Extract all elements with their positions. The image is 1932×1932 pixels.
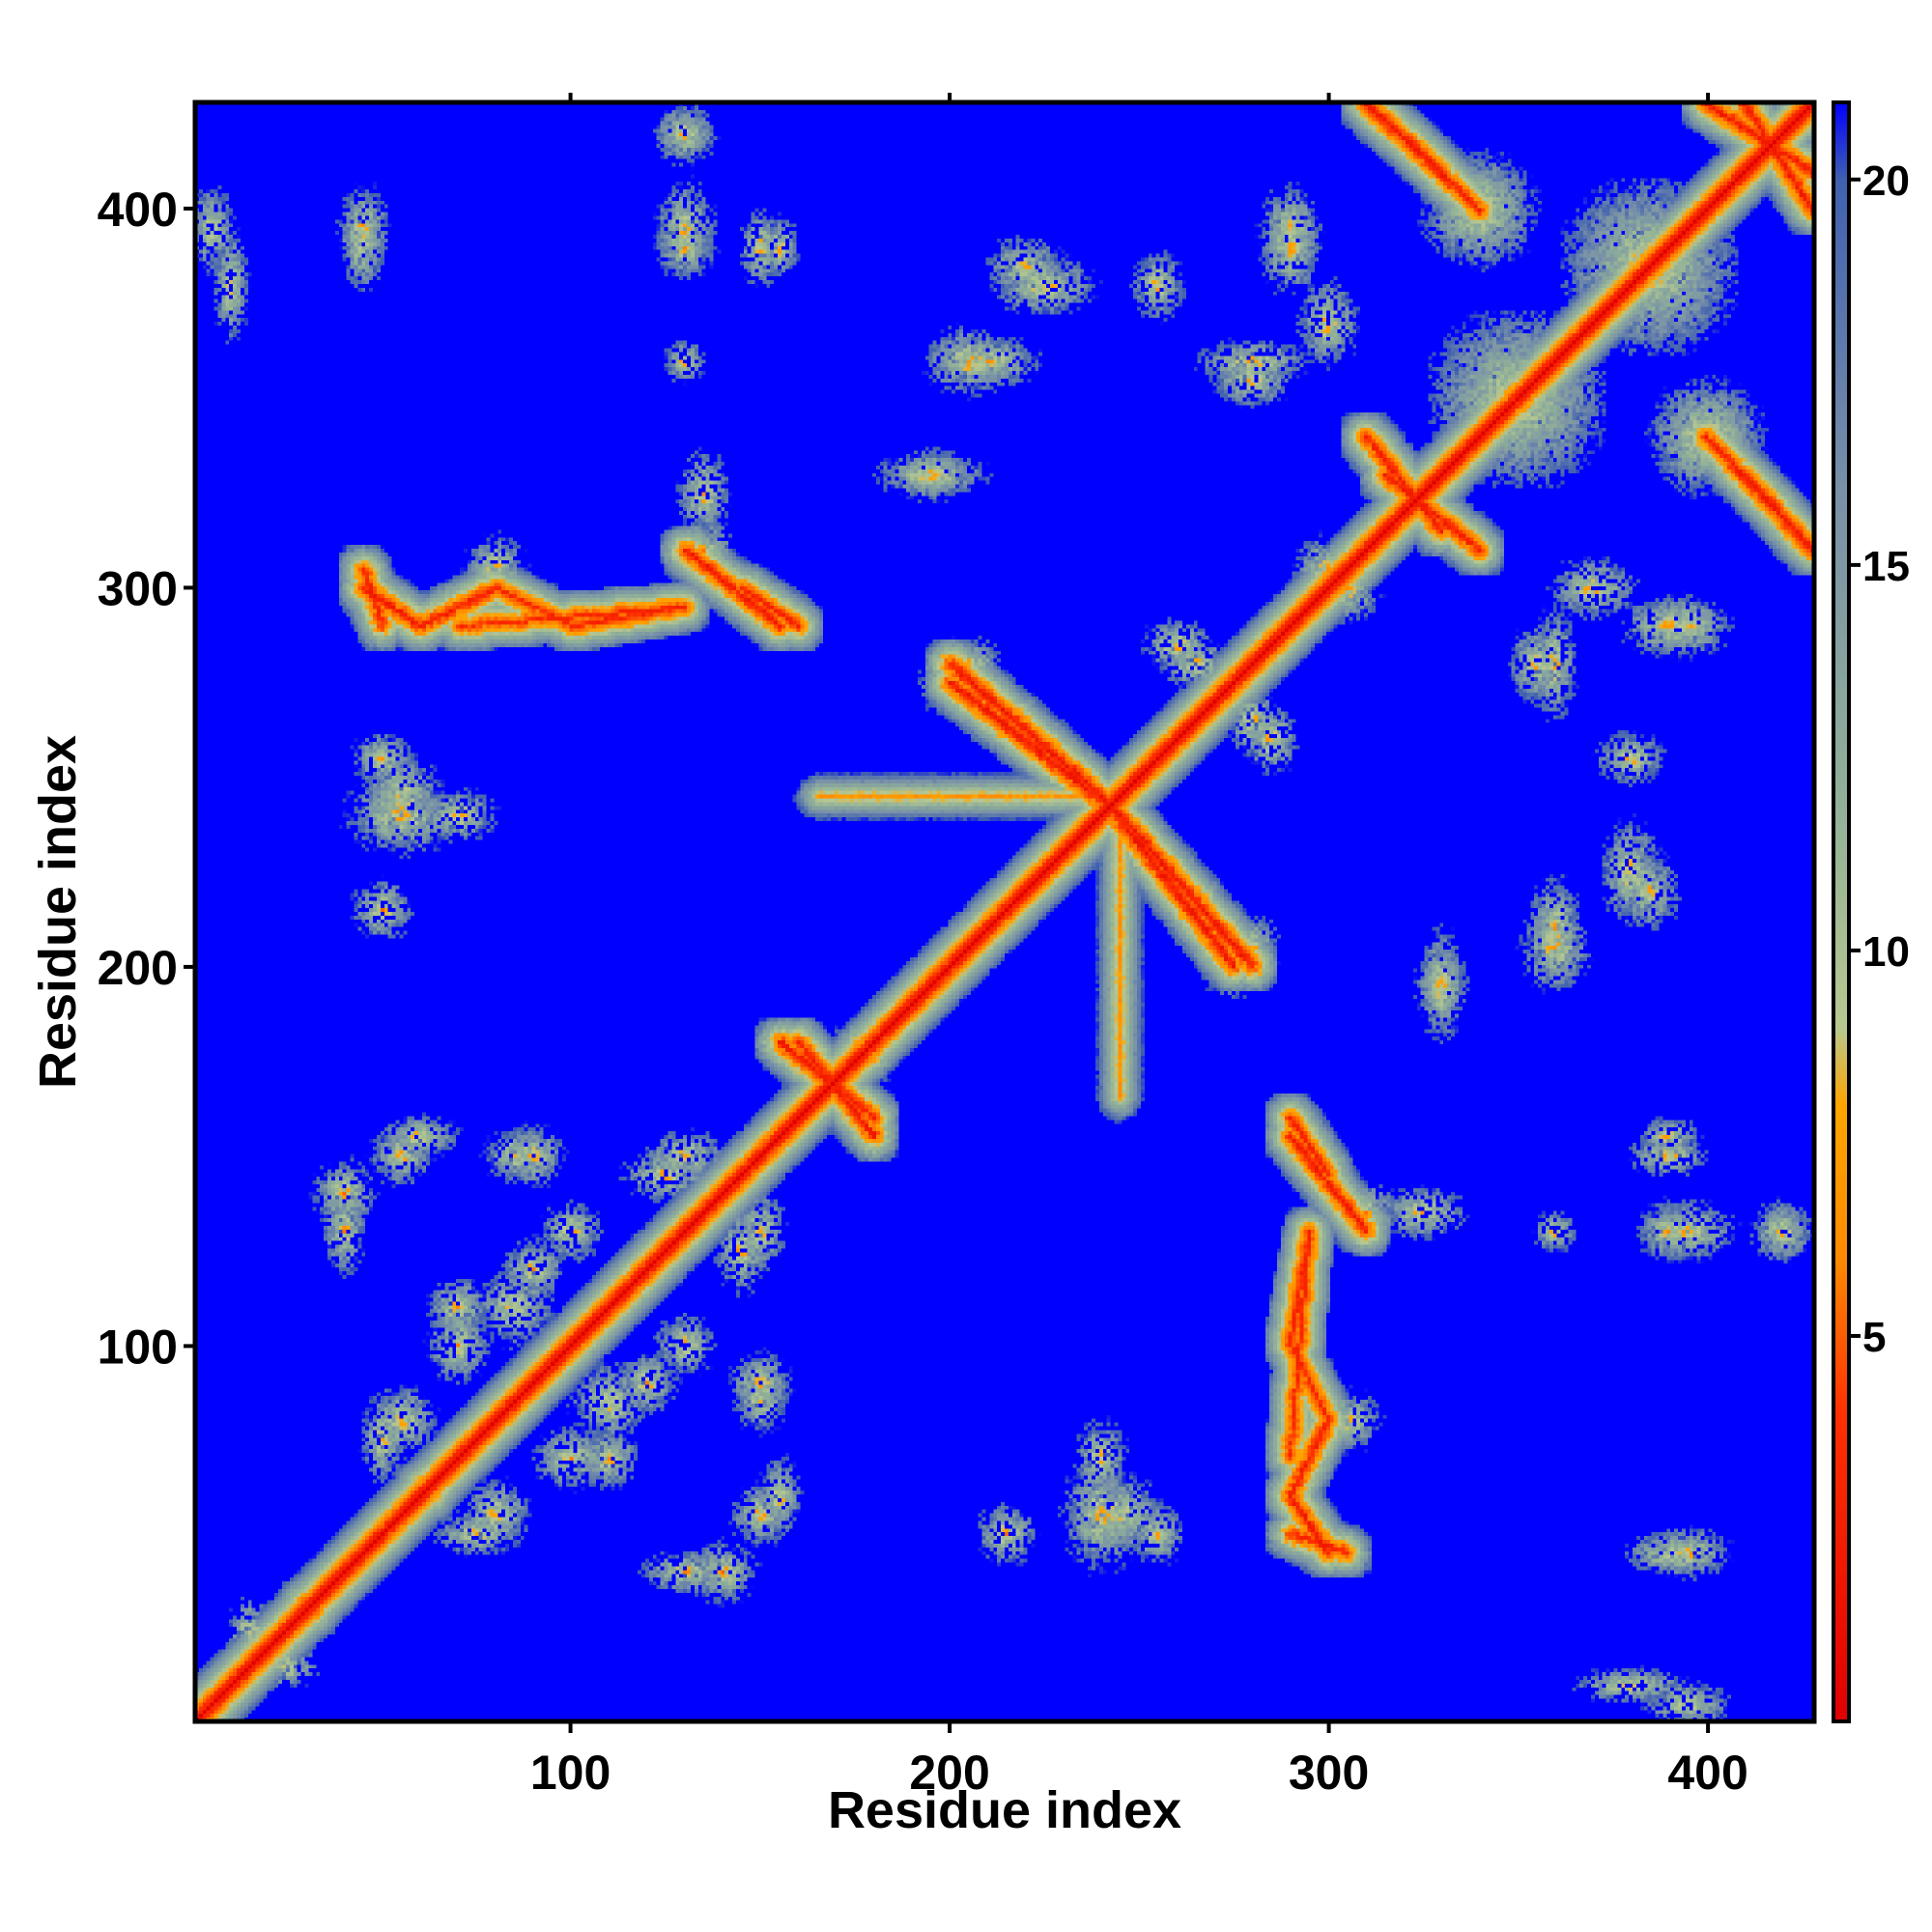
y-tick-label: 400 [98, 183, 178, 237]
colorbar-frame [1832, 100, 1851, 1723]
y-tick-label: 200 [98, 941, 178, 995]
colorbar-tick-label: 20 [1862, 157, 1910, 205]
colorbar-tick-label: 15 [1862, 543, 1910, 590]
x-tick-label: 400 [1667, 1746, 1747, 1800]
y-axis-ticks: 100 200 300 400 [98, 183, 195, 1374]
x-tick-label: 200 [909, 1746, 989, 1800]
plot-frame [192, 99, 1817, 1724]
colorbar-tick-label: 10 [1862, 928, 1910, 976]
y-tick-label: 100 [98, 1320, 178, 1374]
colorbar-fill [1835, 102, 1847, 1721]
y-tick-label: 300 [98, 561, 178, 615]
colorbar-tick-label: 5 [1862, 1314, 1886, 1361]
y-axis-label: Residue index [29, 735, 87, 1089]
x-tick-label: 300 [1289, 1746, 1369, 1800]
x-axis-label: Residue index [828, 1781, 1181, 1839]
x-axis-ticks: 100 200 300 400 [530, 93, 1748, 1800]
x-tick-label: 100 [530, 1746, 611, 1800]
colorbar-ticks: 5 10 15 20 [1849, 157, 1910, 1361]
heatmap-image [195, 102, 1814, 1721]
